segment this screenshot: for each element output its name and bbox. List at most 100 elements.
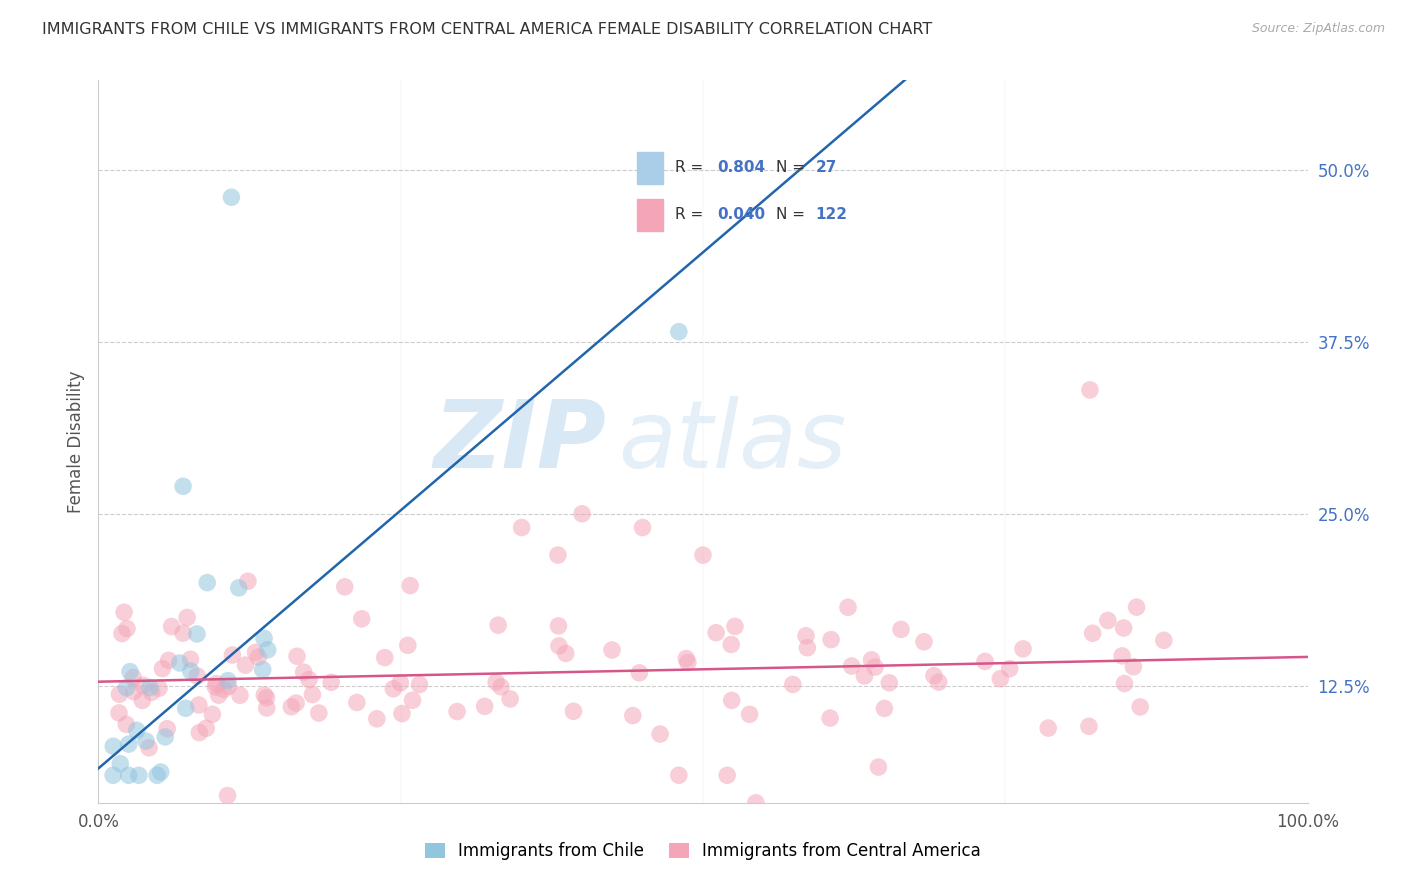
Text: atlas: atlas [619,396,846,487]
Point [720,638,742,652]
Point [1081,626,1104,640]
Point [510,520,533,534]
Point [169,656,191,670]
Point [131,693,153,707]
Point [256,690,278,705]
Point [928,675,950,690]
Point [172,479,194,493]
Legend: Immigrants from Chile, Immigrants from Central America: Immigrants from Chile, Immigrants from C… [418,836,988,867]
Point [738,707,761,722]
Point [108,687,131,701]
Point [853,669,876,683]
Point [346,696,368,710]
Point [675,651,697,665]
Point [890,623,912,637]
Point [818,711,841,725]
Point [1122,659,1144,673]
Point [716,768,738,782]
Point [321,675,343,690]
Point [837,600,859,615]
Point [1078,383,1101,397]
Point [152,662,174,676]
Point [389,676,412,690]
Point [571,507,593,521]
Point [621,708,644,723]
Point [745,796,768,810]
Point [122,671,145,685]
Point [111,626,134,640]
Point [692,548,714,562]
Point [298,673,321,687]
Point [1077,719,1099,733]
Point [782,677,804,691]
Point [201,707,224,722]
Point [132,678,155,692]
Y-axis label: Female Disability: Female Disability [66,370,84,513]
Point [1012,641,1035,656]
Point [988,672,1011,686]
Text: R =: R = [675,207,709,222]
Point [562,704,585,718]
Point [628,665,651,680]
Point [115,622,138,636]
Point [174,701,197,715]
Point [333,580,356,594]
Point [135,734,157,748]
Point [188,725,211,739]
Point [547,548,569,562]
Point [141,685,163,699]
Text: 27: 27 [815,161,837,175]
Point [186,627,208,641]
Point [631,520,654,534]
Point [103,739,125,754]
Point [794,629,817,643]
Point [704,625,727,640]
Point [974,655,997,669]
Point [229,688,252,702]
Point [1112,621,1135,635]
Point [486,618,509,632]
Point [1038,721,1060,735]
Point [212,682,235,697]
Text: 0.040: 0.040 [717,207,765,222]
Point [873,701,896,715]
Point [401,693,423,707]
Point [139,681,162,695]
Point [796,640,818,655]
Point [228,581,250,595]
Point [256,701,278,715]
Point [285,649,308,664]
Point [668,325,690,339]
Point [125,723,148,738]
Point [877,675,900,690]
Point [118,665,141,679]
Point [156,722,179,736]
Point [841,659,863,673]
Point [221,648,243,662]
Point [280,699,302,714]
Point [221,190,243,204]
Point [868,760,890,774]
Point [256,642,278,657]
Point [600,643,623,657]
Point [676,656,699,670]
Point [157,653,180,667]
Point [176,610,198,624]
Point [301,688,323,702]
Point [247,650,270,665]
Point [217,673,239,688]
Point [101,768,124,782]
Point [648,727,671,741]
Text: 122: 122 [815,207,848,222]
Point [195,575,218,590]
Point [253,632,276,646]
Point [1125,600,1147,615]
Point [399,578,422,592]
Point [720,693,742,707]
Point [668,768,690,782]
Point [172,626,194,640]
Point [187,698,209,712]
Point [350,612,373,626]
Point [115,681,138,695]
FancyBboxPatch shape [637,199,664,230]
